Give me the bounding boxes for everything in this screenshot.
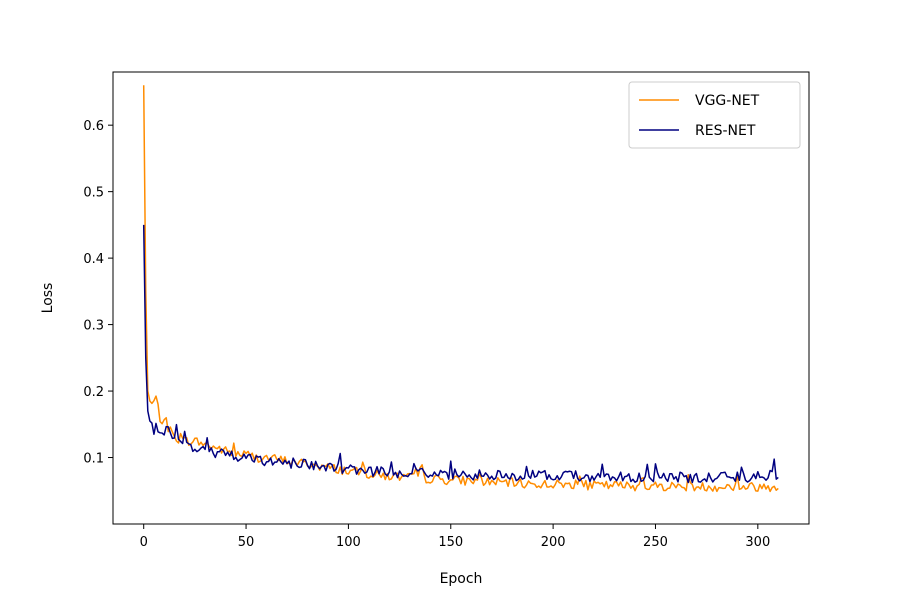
legend-label-vgg-net: VGG-NET bbox=[695, 93, 760, 109]
y-tick-label: 0.3 bbox=[83, 319, 104, 334]
x-tick-label: 100 bbox=[336, 535, 361, 550]
legend-box bbox=[628, 81, 801, 149]
legend: VGG-NET RES-NET bbox=[628, 81, 801, 149]
y-tick-label: 0.1 bbox=[83, 452, 104, 467]
x-tick-label: 250 bbox=[643, 535, 668, 550]
plot-frame bbox=[112, 71, 810, 525]
x-tick-label: 150 bbox=[438, 535, 463, 550]
y-tick-label: 0.2 bbox=[83, 385, 104, 400]
x-tick-label: 50 bbox=[238, 535, 255, 550]
y-tick-label: 0.4 bbox=[83, 252, 104, 267]
plot-area bbox=[142, 85, 779, 493]
axes: 0 50 100 150 200 250 300 0.1 0.2 0.3 0.4 0.5 0.6 bbox=[83, 71, 810, 550]
x-tick-label: 0 bbox=[140, 535, 148, 550]
x-tick-label: 300 bbox=[745, 535, 770, 550]
y-axis-label: Loss bbox=[40, 283, 56, 314]
y-tick-label: 0.5 bbox=[83, 186, 104, 201]
x-axis-label: Epoch bbox=[440, 571, 483, 587]
x-tick-label: 200 bbox=[541, 535, 566, 550]
series-line-res-net bbox=[142, 224, 779, 484]
y-tick-label: 0.6 bbox=[83, 119, 104, 134]
legend-label-res-net: RES-NET bbox=[695, 123, 756, 139]
